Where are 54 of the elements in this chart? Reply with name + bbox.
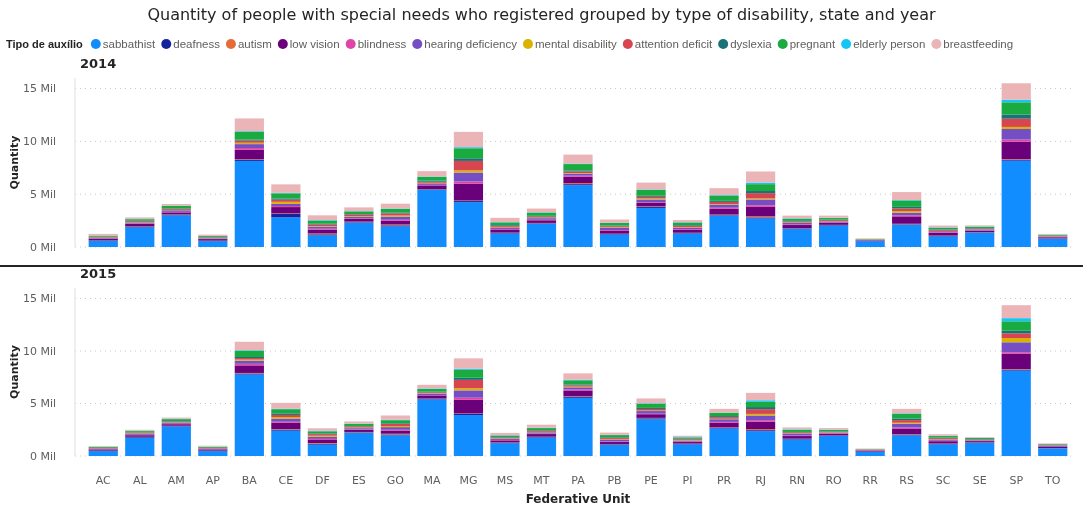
legend-label: elderly person [853,38,926,51]
x-tick-label: PB [607,474,622,487]
chart-title: Quantity of people with special needs who registered grouped by type of disability, state and year [147,5,937,24]
x-tick-label: PR [716,474,732,487]
x-tick-label: PE [644,474,658,487]
legend-label: low vision [289,38,340,51]
x-tick-label: PI [682,474,693,487]
legend-label: deafness [173,38,221,51]
legend-label: blindness [357,38,407,51]
legend-label: hearing deficiency [424,38,518,51]
x-tick-label: MA [423,474,441,487]
legend-label: sabbathist [102,38,157,51]
y-axis-title: Quantity [8,135,21,190]
legend-label: attention deficit [634,38,713,51]
legend-title: Tipo de auxílio [6,37,84,50]
x-tick-label: DF [314,474,330,487]
y-tick-label: 0 Mil [29,449,56,463]
chart-subtitle: 2014 [80,56,117,71]
y-tick-label: 5 Mil [29,188,56,202]
y-tick-label: 15 Mil [22,292,56,306]
y-tick-label: 10 Mil [22,135,56,149]
legend-label: pregnant [789,38,836,51]
x-tick-label: TO [1044,474,1061,487]
x-tick-label: RR [862,474,879,487]
x-tick-label: AC [95,474,112,487]
x-tick-label: PA [571,474,586,487]
y-tick-label: 5 Mil [29,397,56,411]
y-tick-label: 10 Mil [22,344,56,358]
legend-label: autism [237,38,272,51]
x-tick-label: BA [241,474,258,487]
x-tick-label: RO [825,474,843,487]
x-tick-label: AM [167,474,185,487]
y-tick-label: 15 Mil [22,82,56,96]
legend-label: breastfeeding [943,38,1014,51]
x-tick-label: ES [351,474,366,487]
chart-title: 2015 [80,266,117,281]
x-tick-label: MS [496,474,514,487]
x-axis-title: Federative Unit [525,492,631,506]
x-tick-label: SE [972,474,987,487]
x-tick-label: RJ [755,474,767,487]
x-tick-label: MT [533,474,550,487]
legend-label: mental disability [534,38,618,51]
x-tick-label: SC [935,474,951,487]
legend-label: dyslexia [730,38,773,51]
y-tick-label: 0 Mil [29,240,56,254]
x-tick-label: RN [789,474,806,487]
x-tick-label: RS [899,474,914,487]
x-tick-label: AP [205,474,221,487]
x-tick-label: GO [386,474,405,487]
x-tick-label: CE [278,474,294,487]
x-tick-label: AL [132,474,148,487]
y-axis-title: Quantity [8,345,21,399]
x-tick-label: MG [459,474,478,487]
x-tick-label: SP [1009,474,1024,487]
